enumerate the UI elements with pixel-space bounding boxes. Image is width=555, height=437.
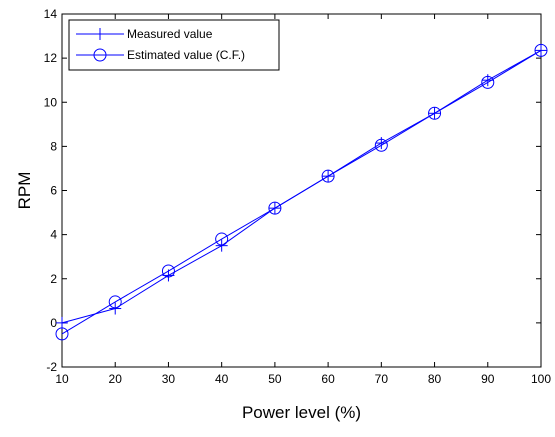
data-point-estimated (55, 327, 69, 341)
y-tick-label: 10 (44, 95, 58, 109)
x-tick-label: 90 (481, 372, 495, 386)
axis-ticks: 10 20 30 40 50 60 70 80 90 100 -2 0 2 4 6 8 10 12 14 (44, 7, 552, 386)
series-layer (55, 43, 548, 341)
data-point-estimated (268, 201, 282, 215)
x-tick-label: 50 (268, 372, 282, 386)
data-point-estimated (108, 295, 122, 309)
y-tick-label: 8 (50, 139, 57, 153)
x-tick-label: 80 (428, 372, 442, 386)
legend-marker-measured (94, 28, 106, 40)
x-tick-label: 20 (109, 372, 123, 386)
legend-label-measured: Measured value (127, 27, 213, 41)
y-tick-label: 6 (50, 184, 57, 198)
y-axis-title: RPM (15, 172, 34, 210)
legend-box (68, 19, 280, 71)
data-point-measured (215, 239, 228, 252)
y-tick-label: 14 (44, 7, 58, 21)
data-point-estimated (374, 138, 388, 152)
data-point-estimated (428, 106, 442, 120)
legend-label-estimated: Estimated value (C.F.) (127, 48, 245, 62)
data-point-estimated (534, 43, 548, 57)
data-point-estimated (481, 75, 495, 89)
series-line-2 (61, 49, 542, 335)
x-tick-label: 100 (531, 372, 551, 386)
y-tick-label: 12 (44, 51, 58, 65)
data-point-measured (109, 302, 122, 315)
x-tick-label: 60 (321, 372, 335, 386)
data-point-estimated (321, 169, 335, 183)
legend: Measured value Estimated value (C.F.) (68, 19, 280, 71)
y-tick-label: 4 (50, 228, 57, 242)
data-point-estimated (161, 264, 175, 278)
x-tick-label: 10 (55, 372, 69, 386)
plot-area (61, 13, 542, 368)
data-point-estimated (215, 232, 229, 246)
legend-marker-estimated (93, 48, 107, 62)
y-tick-label: 0 (50, 316, 57, 330)
y-tick-label: -2 (46, 360, 57, 374)
x-axis-title: Power level (%) (242, 403, 361, 422)
x-tick-label: 30 (162, 372, 176, 386)
data-point-measured (56, 316, 68, 329)
x-tick-label: 70 (375, 372, 389, 386)
x-tick-label: 40 (215, 372, 229, 386)
y-tick-label: 2 (50, 272, 57, 286)
